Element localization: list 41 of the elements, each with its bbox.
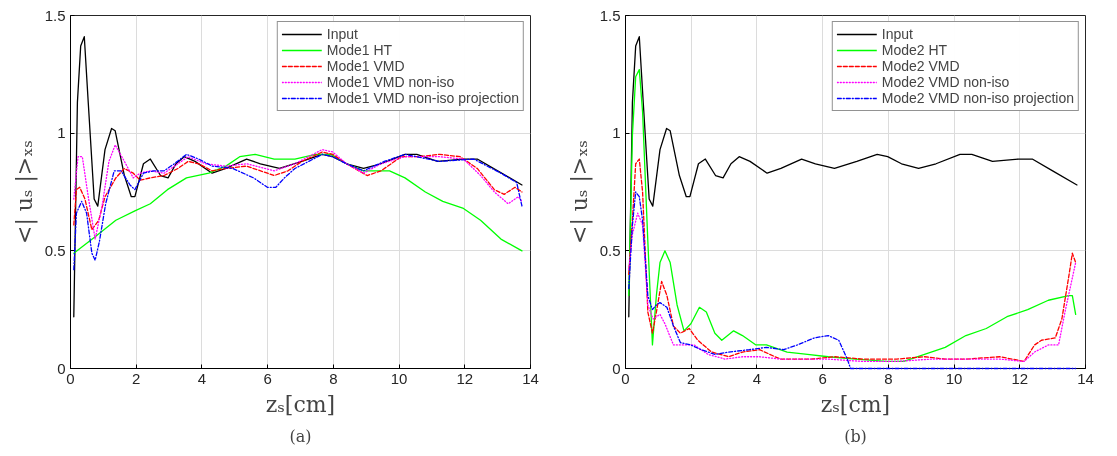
y-tick-label: 0.5 (44, 241, 66, 259)
y-axis-title: <| uₛ |>ₓₛ (566, 140, 593, 244)
line-series (628, 212, 1077, 363)
y-axis-title: <| uₛ |>ₓₛ (11, 140, 38, 244)
line-series (628, 158, 1077, 363)
legend-label: Mode2 VMD non-iso (881, 74, 1010, 90)
x-tick-label: 10 (390, 369, 408, 387)
x-axis-title: zₛ[cm] (265, 391, 336, 417)
line-series (73, 144, 523, 240)
text: (a) (289, 426, 312, 446)
x-tick-label: 4 (197, 369, 207, 387)
legend-label: Input (881, 26, 913, 42)
y-tick-label: 0.5 (599, 241, 621, 259)
legend-label: Input (326, 26, 358, 42)
x-tick-label: 12 (456, 369, 474, 387)
x-tick-label: 10 (945, 369, 963, 387)
legend-label: Mode2 VMD (881, 58, 960, 74)
x-tick-label: 14 (1077, 369, 1094, 387)
x-tick-label: 2 (132, 369, 141, 387)
y-tick-label: 1.5 (599, 6, 621, 24)
y-tick-label: 1 (57, 124, 66, 142)
x-axis-title: zₛ[cm] (820, 391, 891, 417)
legend-label: Mode1 VMD non-iso (326, 74, 455, 90)
x-tick-label: 2 (687, 369, 696, 387)
x-tick-label: 4 (752, 369, 762, 387)
line-series (73, 151, 523, 231)
line-series (628, 191, 1077, 370)
x-tick-label: 6 (263, 369, 272, 387)
legend-label: Mode2 HT (881, 42, 948, 58)
x-tick-label: 8 (884, 369, 893, 387)
legend-label: Mode1 HT (326, 42, 393, 58)
y-tick-label: 1 (612, 124, 621, 142)
x-tick-label: 14 (522, 369, 539, 387)
x-tick-label: 8 (329, 369, 338, 387)
y-tick-label: 1.5 (44, 6, 66, 24)
legend-label: Mode2 VMD non-iso projection (881, 90, 1074, 106)
legend-label: Mode1 VMD non-iso projection (326, 90, 519, 106)
text: (b) (844, 426, 867, 446)
x-tick-label: 6 (818, 369, 827, 387)
legend-label: Mode1 VMD (326, 58, 405, 74)
x-tick-label: 12 (1011, 369, 1029, 387)
